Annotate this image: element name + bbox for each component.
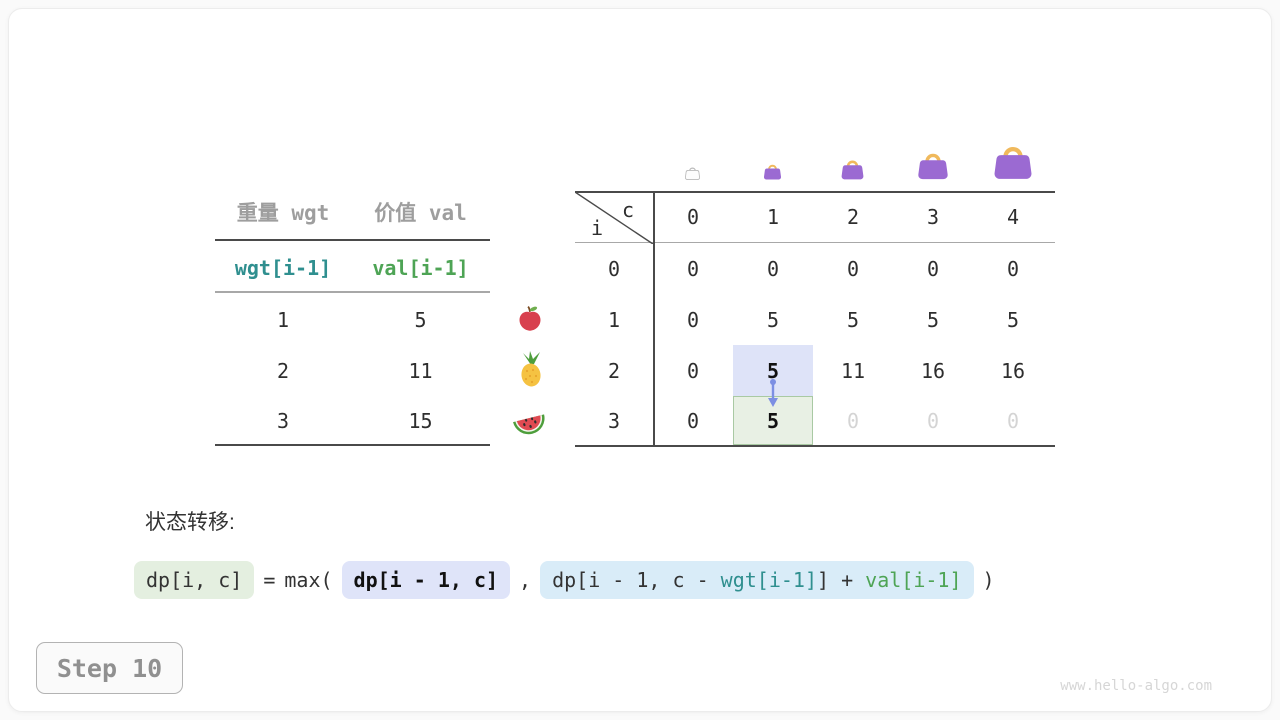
dp-cell-compare: 5 <box>766 358 780 383</box>
dp-cell: 0 <box>926 257 940 281</box>
dp-corner-diagonal <box>575 192 653 244</box>
dp-row-header: 3 <box>607 408 621 433</box>
bag-medium-icon <box>841 160 864 180</box>
formula-arg2-dp-part: dp[i - 1, c - <box>552 568 721 592</box>
items-header-weight: 重量 wgt <box>236 201 330 225</box>
item-row-wgt: 2 <box>276 358 290 383</box>
state-transition-formula: dp[i, c] = max( dp[i - 1, c] , dp[i - 1,… <box>134 558 995 602</box>
dp-table-bottom-rule <box>575 445 1055 447</box>
dp-cell-current: 5 <box>766 408 780 433</box>
item-row-val: 15 <box>408 408 433 433</box>
formula-arg1-chip: dp[i - 1, c] <box>341 561 511 599</box>
dp-cell: 16 <box>920 358 946 383</box>
dp-cell: 0 <box>1006 257 1020 281</box>
apple-icon <box>519 306 541 331</box>
formula-arg2-chip: dp[i - 1, c - wgt[i-1]] + val[i-1] <box>540 561 974 599</box>
state-transition-label: 状态转移: <box>145 511 235 534</box>
bag-small-icon <box>763 164 782 180</box>
dp-cell: 0 <box>686 358 700 383</box>
dp-cell-unfilled: 0 <box>846 408 860 433</box>
dp-corner-col-label: c <box>621 198 635 222</box>
bag-xlarge-icon <box>994 146 1032 179</box>
transition-arrow-icon <box>768 379 778 407</box>
dp-table-vertical-rule <box>653 191 655 447</box>
items-index-wgt: wgt[i-1] <box>234 256 332 280</box>
pineapple-icon <box>521 351 541 387</box>
dp-current-cell-highlight <box>733 396 813 445</box>
dp-cell: 0 <box>686 408 700 433</box>
dp-cell: 5 <box>766 308 780 332</box>
items-table-top-rule <box>215 239 490 241</box>
items-header-value: 价值 val <box>374 201 467 225</box>
items-table-bottom-rule <box>215 444 490 446</box>
dp-col-header: 4 <box>1006 205 1020 229</box>
formula-close-paren: ) <box>982 568 995 592</box>
dp-cell: 16 <box>1000 358 1026 383</box>
dp-row-header: 0 <box>607 257 621 281</box>
step-badge: Step 10 <box>36 642 183 694</box>
dp-cell-unfilled: 0 <box>926 408 940 433</box>
dp-cell: 5 <box>846 308 860 332</box>
items-table-mid-rule <box>215 291 490 293</box>
items-index-val: val[i-1] <box>372 256 469 280</box>
formula-arg2-wgt-part: wgt[i-1] <box>720 568 817 592</box>
dp-cell: 0 <box>686 257 700 281</box>
dp-cell: 0 <box>846 257 860 281</box>
dp-cell: 5 <box>1006 308 1020 332</box>
formula-max-open: max( <box>284 568 333 592</box>
dp-col-header: 0 <box>686 205 700 229</box>
dp-cell-unfilled: 0 <box>1006 408 1020 433</box>
dp-cell: 0 <box>766 257 780 281</box>
dp-corner-row-label: i <box>590 216 604 240</box>
bag-empty-icon <box>684 167 701 180</box>
bag-large-icon <box>918 153 948 180</box>
formula-equals: = <box>263 568 276 592</box>
dp-table-top-rule <box>575 191 1055 193</box>
dp-col-header: 1 <box>766 205 780 229</box>
formula-comma: , <box>519 568 532 592</box>
item-row-wgt: 3 <box>276 408 290 433</box>
dp-cell: 11 <box>840 358 866 383</box>
item-row-val: 11 <box>408 358 433 383</box>
dp-cell: 0 <box>686 308 700 332</box>
formula-arg2-val-part: val[i-1] <box>865 568 962 592</box>
formula-arg2-plus-part: ] + <box>817 568 866 592</box>
dp-table-header-rule <box>575 242 1055 243</box>
dp-row-header: 2 <box>607 358 621 383</box>
item-row-wgt: 1 <box>276 307 290 332</box>
dp-cell: 5 <box>926 308 940 332</box>
dp-col-header: 3 <box>926 205 940 229</box>
formula-lhs-chip: dp[i, c] <box>134 561 255 599</box>
watermark: www.hello-algo.com <box>1060 678 1212 694</box>
item-row-val: 5 <box>414 307 427 332</box>
dp-col-header: 2 <box>846 205 860 229</box>
watermelon-icon <box>513 414 545 435</box>
dp-row-header: 1 <box>607 308 621 332</box>
